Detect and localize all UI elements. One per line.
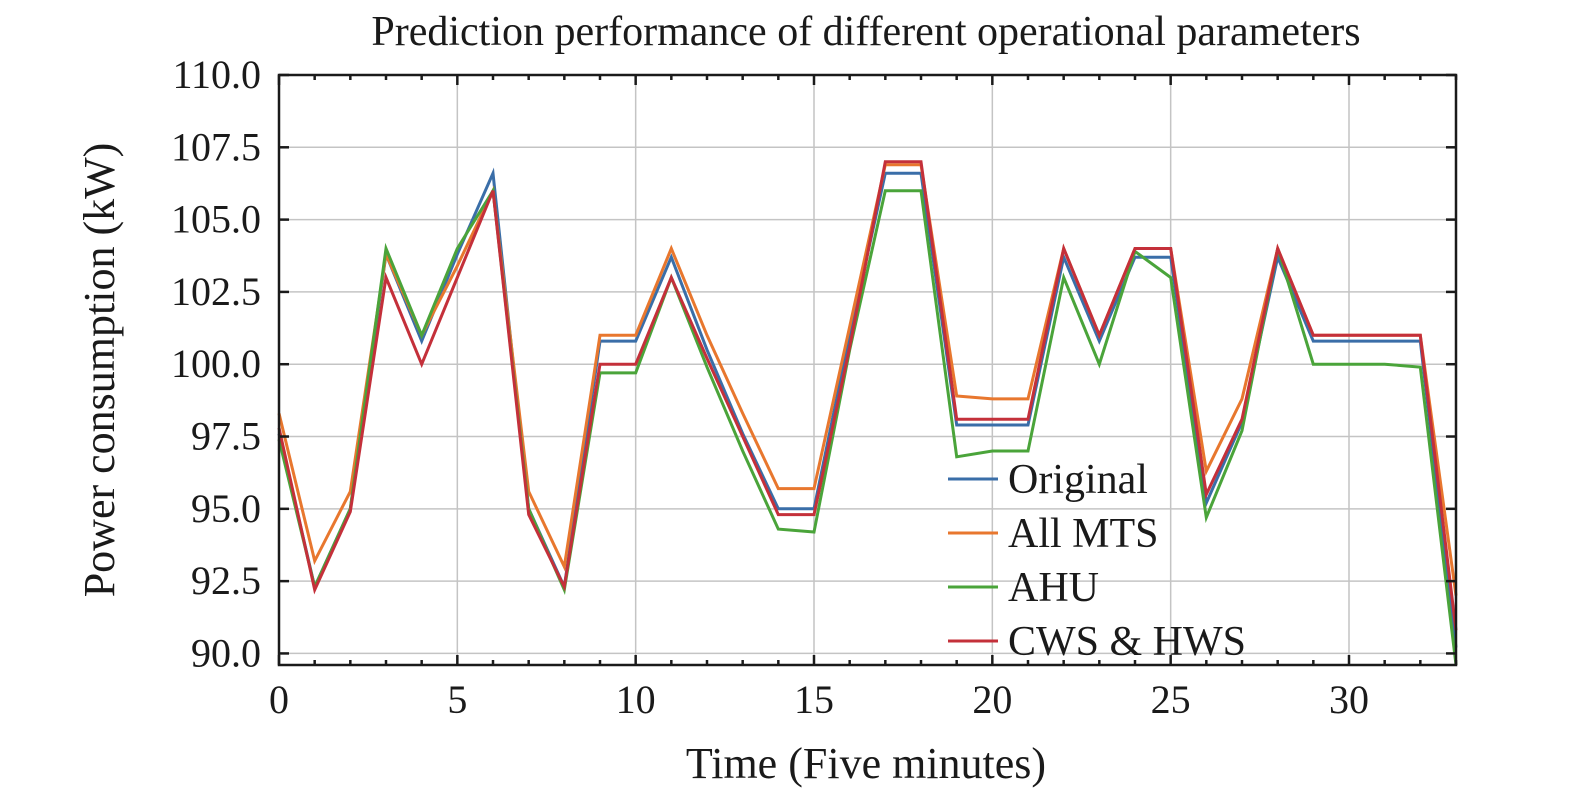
axis-ticks [277, 73, 1458, 665]
x-tick-label: 0 [269, 677, 289, 722]
x-tick-labels: 0 5 10 15 20 25 30 [269, 677, 1369, 722]
legend-label-original: Original [1008, 457, 1148, 503]
x-tick-label: 20 [972, 677, 1012, 722]
legend-label-cws-hws: CWS & HWS [1008, 619, 1246, 665]
y-tick-label: 110.0 [172, 52, 261, 97]
legend: Original All MTS AHU CWS & HWS [948, 457, 1246, 665]
y-tick-label: 92.5 [191, 558, 261, 603]
plot-frame [277, 73, 1458, 667]
y-tick-label: 107.5 [171, 124, 261, 169]
x-tick-label: 30 [1329, 677, 1369, 722]
y-tick-labels: 90.0 92.5 95.0 97.5 100.0 102.5 105.0 107.5 110.… [171, 52, 261, 675]
y-tick-label: 102.5 [171, 269, 261, 314]
y-tick-label: 105.0 [171, 197, 261, 242]
series-line-cws-hws [277, 160, 1458, 631]
x-tick-label: 5 [447, 677, 467, 722]
x-axis-label: Time (Five minutes) [686, 739, 1046, 788]
y-tick-label: 100.0 [171, 341, 261, 386]
series-line-all-mts [277, 163, 1458, 596]
y-tick-label: 90.0 [191, 630, 261, 675]
x-tick-label: 25 [1151, 677, 1191, 722]
legend-label-all-mts: All MTS [1008, 511, 1159, 557]
legend-label-ahu: AHU [1008, 565, 1099, 611]
y-tick-label: 97.5 [191, 414, 261, 459]
y-axis-label: Power consumption (kW) [75, 143, 124, 598]
series-group [277, 160, 1458, 666]
chart-title: Prediction performance of different oper… [371, 9, 1360, 55]
grid [278, 74, 1456, 665]
y-tick-label: 95.0 [191, 486, 261, 531]
x-tick-label: 10 [616, 677, 656, 722]
x-tick-label: 15 [794, 677, 834, 722]
